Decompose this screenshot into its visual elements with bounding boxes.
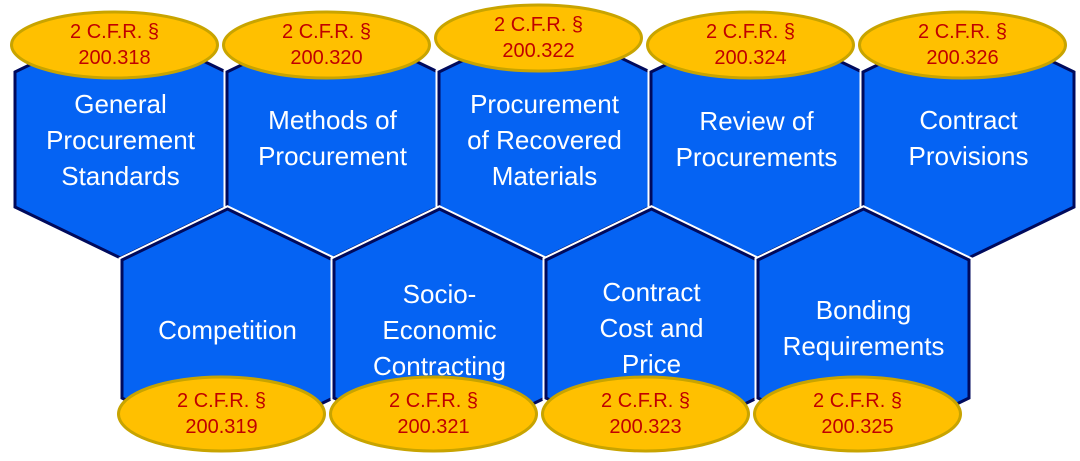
citation-ellipse (753, 375, 962, 453)
citation-ellipse (434, 3, 643, 73)
hexagon-label-line: Requirements (783, 331, 945, 361)
citation-ellipse (222, 10, 431, 80)
citation-text-line: 2 C.F.R. § (601, 390, 690, 412)
hexagon-label-line: Bonding (816, 295, 911, 325)
citation-text-line: 2 C.F.R. § (70, 21, 159, 43)
hexagon-label-line: Socio- (403, 279, 477, 309)
citation-ellipse (858, 10, 1067, 80)
hexagon-label-line: Cost and (599, 313, 703, 343)
citation-text-line: 2 C.F.R. § (918, 21, 1007, 43)
citation-text-line: 200.326 (926, 47, 998, 69)
citation-text-line: 200.325 (821, 416, 893, 438)
citation-text-line: 2 C.F.R. § (494, 14, 583, 36)
citation-badge: 2 C.F.R. § 200.319 (117, 375, 326, 453)
citation-ellipse (329, 375, 538, 453)
hexagon-label-line: Procurement (470, 89, 620, 119)
citation-ellipse (117, 375, 326, 453)
citation-badge: 2 C.F.R. § 200.318 (10, 10, 219, 80)
citation-text-line: 200.319 (185, 416, 257, 438)
hexagon-label-line: General (74, 89, 167, 119)
citation-text-line: 200.324 (714, 47, 786, 69)
hexagon-label-line: Provisions (909, 141, 1029, 171)
citation-text-line: 2 C.F.R. § (389, 390, 478, 412)
hexagon-label-line: of Recovered (467, 125, 622, 155)
citation-text-line: 200.321 (397, 416, 469, 438)
citation-badge: 2 C.F.R. § 200.326 (858, 10, 1067, 80)
citation-text-line: 2 C.F.R. § (813, 390, 902, 412)
hexagon-label-line: Procurement (258, 141, 408, 171)
citation-badge: 2 C.F.R. § 200.321 (329, 375, 538, 453)
hexagon-label-line: Standards (61, 161, 180, 191)
citation-badge: 2 C.F.R. § 200.320 (222, 10, 431, 80)
citation-text-line: 2 C.F.R. § (282, 21, 371, 43)
hexagon-label-line: Contract (919, 105, 1018, 135)
hexagon-label-line: Procurement (46, 125, 196, 155)
citation-text-line: 200.320 (290, 47, 362, 69)
citation-text-line: 200.323 (609, 416, 681, 438)
citation-text-line: 2 C.F.R. § (706, 21, 795, 43)
hexagon-label-line: Economic (382, 315, 496, 345)
hexagon-label-line: Methods of (268, 105, 397, 135)
hexagon-label-line: Price (622, 349, 681, 379)
citation-text-line: 200.318 (78, 47, 150, 69)
hexagon-label-line: Contract (602, 277, 701, 307)
hexagon-label-line: Materials (492, 161, 597, 191)
citation-badge: 2 C.F.R. § 200.323 (541, 375, 750, 453)
hexagon-label-line: Competition (158, 315, 297, 345)
citation-text-line: 2 C.F.R. § (177, 390, 266, 412)
citation-ellipse (10, 10, 219, 80)
citation-badge: 2 C.F.R. § 200.324 (646, 10, 855, 80)
citation-ellipse (541, 375, 750, 453)
citation-text-line: 200.322 (502, 40, 574, 62)
hexagon-label-line: Review of (699, 106, 814, 136)
citation-badge: 2 C.F.R. § 200.325 (753, 375, 962, 453)
hexagon-top_row-0: General Procurement Standards (11, 17, 230, 262)
citation-badge: 2 C.F.R. § 200.322 (434, 3, 643, 73)
citation-ellipse (646, 10, 855, 80)
hexagon-label-line: Procurements (676, 142, 838, 172)
